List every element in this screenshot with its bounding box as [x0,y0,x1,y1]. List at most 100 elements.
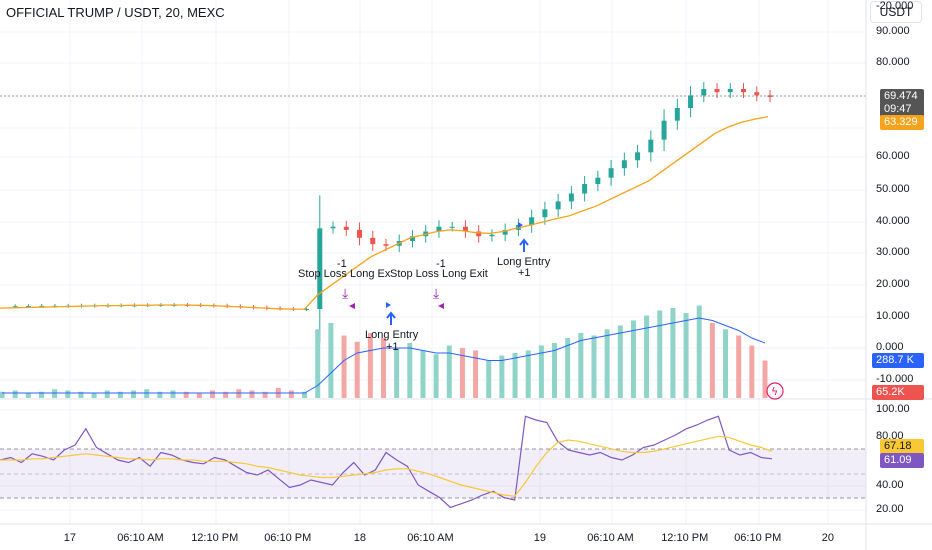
candle-body [754,92,760,96]
entry-triangle-2 [518,222,523,228]
time-tick: 20 [821,532,835,544]
trade-qty-4: +1 [518,267,531,279]
time-tick: 06:10 PM [734,532,782,544]
candle-body [476,231,482,237]
moving-average-line [0,115,769,310]
volume-value-label: 65.2K [872,385,924,400]
volume-bar [52,389,58,398]
candle-body [317,228,323,310]
volume-bar [25,393,31,398]
candle-body [330,226,336,229]
buy-arrow-1 [386,311,396,325]
volume-bar [512,353,518,398]
volume-bar [104,390,110,398]
last-price-label: 69.474 [880,89,924,104]
grid-lines [0,0,866,524]
candle-body [727,89,733,93]
candle-body [12,306,18,308]
trade-label-3: Long Entry [365,329,419,341]
volume-bar [538,345,544,398]
volume-bar [302,391,308,398]
lightning-icon[interactable] [766,382,784,400]
price-tick: 50.000 [876,183,910,195]
sell-marker-2: ⤓ [433,286,439,302]
volume-bar [762,360,768,398]
volume-bar [78,391,84,398]
time-tick: 06:10 AM [117,532,164,544]
volume-bar [552,343,558,398]
volume-bar [736,335,742,398]
volume-bar [196,393,202,398]
volume-bar [709,323,715,398]
price-tick: 40.000 [876,215,910,227]
volume-bar [65,390,71,398]
candle-body [25,306,31,308]
volume-bar [591,335,597,398]
time-tick: 19 [533,532,547,544]
volume-bar [696,305,702,398]
candle-body [608,168,614,178]
volume-bar [117,391,123,398]
volume-bar [381,338,386,398]
time-tick: 06:10 AM [407,532,454,544]
price-tick: 80.000 [876,56,910,68]
trade-markers: ⤓ ⤓ [342,222,529,325]
rsi-tick: 40.00 [876,479,904,491]
price-tick: 20.000 [876,278,910,290]
price-tick: 90.000 [876,25,910,37]
volume-bar [657,310,663,398]
candle-body [489,234,495,237]
chart-title: OFFICIAL TRUMP / USDT, 20, MEXC [6,5,225,20]
volume-bar [670,308,676,398]
volume-bar [630,320,636,398]
candle-body [357,229,363,238]
candle-body [741,89,747,93]
price-tick: 60.000 [876,150,910,162]
exit-triangle-2 [438,303,444,309]
candle-body [621,160,627,169]
volume-bar [12,390,18,398]
time-tick: 12:10 PM [661,532,709,544]
volume-bar [0,391,5,398]
volume-bar [38,391,44,398]
rsi-tick: 20.00 [876,503,904,515]
candle-body [409,236,415,241]
volume-ma-label: 288.7 K [872,353,924,368]
countdown-label: 09:47 [880,102,924,117]
rsi-line [0,415,773,509]
entry-triangle-1 [386,302,391,308]
volume-bar [170,390,176,398]
candle-body [568,193,574,202]
price-tick: 10.000 [876,310,910,322]
volume-bar [223,391,229,398]
volume-bar [91,393,97,398]
volume-bar [486,360,492,398]
volume-bar [354,341,360,398]
trade-label-4: Long Entry [497,256,551,268]
currency-button[interactable]: USDT [870,1,922,23]
candle-body [436,226,442,232]
volume-bar [288,390,294,398]
volume-bar [236,389,242,398]
time-tick: 18 [353,532,367,544]
time-tick: 06:10 PM [264,532,312,544]
volume-bar [525,350,531,398]
volume-ma-line [2,317,766,394]
buy-arrow-2 [519,238,529,252]
volume-bar [341,335,347,398]
candle-body [595,177,601,184]
candle-body [542,209,548,218]
candle-body [383,244,389,246]
volume-bar [578,333,584,398]
candle-body [701,89,707,96]
price-tick: 30.000 [876,246,910,258]
volume-bar [683,313,689,398]
volume-bar [157,391,163,398]
volume-bar [131,390,137,398]
volume-bar [328,323,334,398]
exit-triangle-1 [349,303,355,309]
volume-bar [183,391,189,398]
candle-body [449,226,455,228]
volume-bar [749,345,755,398]
